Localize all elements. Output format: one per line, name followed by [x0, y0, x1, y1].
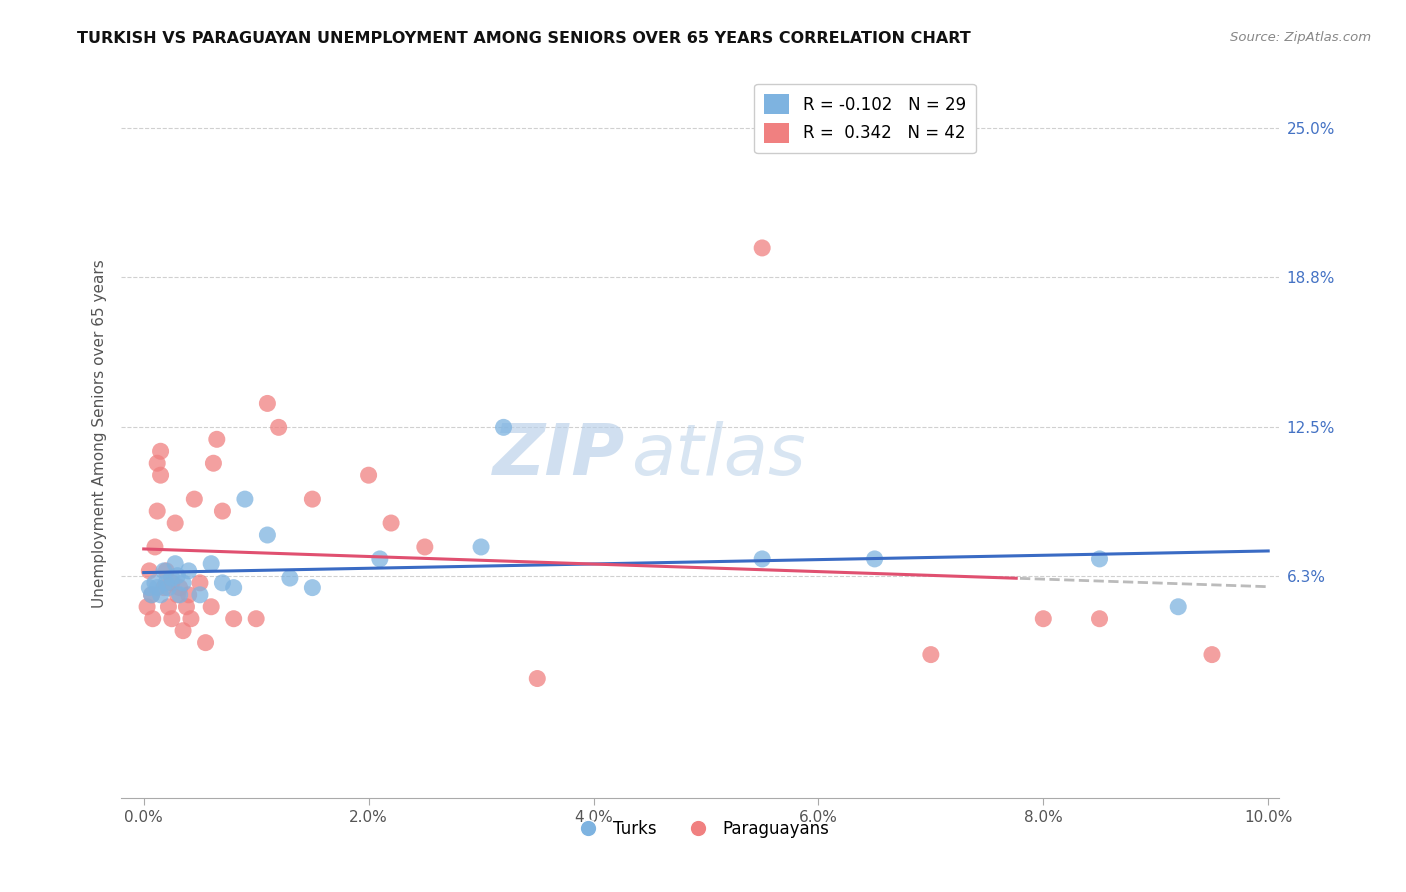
Point	[153, 581, 176, 595]
Point	[136, 599, 159, 614]
Point	[166, 588, 188, 602]
Text: TURKISH VS PARAGUAYAN UNEMPLOYMENT AMONG SENIORS OVER 65 YEARS CORRELATION CHART: TURKISH VS PARAGUAYAN UNEMPLOYMENT AMONG…	[77, 31, 972, 46]
Point	[155, 564, 177, 578]
Point	[222, 612, 245, 626]
Point	[169, 581, 191, 595]
Point	[492, 420, 515, 434]
Point	[146, 456, 169, 470]
Point	[155, 575, 177, 590]
Point	[245, 612, 267, 626]
Point	[205, 433, 228, 447]
Y-axis label: Unemployment Among Seniors over 65 years: Unemployment Among Seniors over 65 years	[93, 259, 107, 607]
Point	[470, 540, 492, 554]
Point	[211, 575, 233, 590]
Point	[256, 528, 278, 542]
Point	[233, 492, 256, 507]
Point	[413, 540, 436, 554]
Point	[222, 581, 245, 595]
Text: ZIP: ZIP	[492, 421, 626, 490]
Point	[165, 557, 187, 571]
Point	[211, 504, 233, 518]
Point	[149, 444, 172, 458]
Point	[157, 581, 180, 595]
Point	[160, 575, 183, 590]
Point	[267, 420, 290, 434]
Point	[202, 456, 225, 470]
Point	[146, 581, 169, 595]
Point	[920, 648, 942, 662]
Point	[166, 568, 188, 582]
Point	[143, 540, 166, 554]
Point	[142, 612, 165, 626]
Text: atlas: atlas	[631, 421, 806, 490]
Point	[1088, 612, 1111, 626]
Point	[256, 396, 278, 410]
Point	[180, 612, 202, 626]
Point	[149, 468, 172, 483]
Point	[751, 241, 773, 255]
Point	[169, 588, 191, 602]
Point	[1201, 648, 1223, 662]
Point	[863, 552, 886, 566]
Point	[188, 575, 211, 590]
Point	[357, 468, 380, 483]
Point	[183, 492, 205, 507]
Point	[157, 599, 180, 614]
Point	[165, 516, 187, 530]
Point	[138, 564, 160, 578]
Point	[160, 612, 183, 626]
Point	[368, 552, 391, 566]
Point	[141, 588, 163, 602]
Point	[188, 588, 211, 602]
Text: Source: ZipAtlas.com: Source: ZipAtlas.com	[1230, 31, 1371, 45]
Point	[1167, 599, 1189, 614]
Point	[141, 588, 163, 602]
Point	[177, 564, 200, 578]
Point	[143, 575, 166, 590]
Point	[301, 492, 323, 507]
Point	[153, 564, 176, 578]
Point	[146, 504, 169, 518]
Point	[172, 575, 194, 590]
Legend: Turks, Paraguayans: Turks, Paraguayans	[564, 814, 837, 845]
Point	[1088, 552, 1111, 566]
Point	[194, 635, 217, 649]
Point	[526, 672, 548, 686]
Point	[278, 571, 301, 585]
Point	[149, 588, 172, 602]
Point	[160, 571, 183, 585]
Point	[200, 599, 222, 614]
Point	[176, 599, 198, 614]
Point	[172, 624, 194, 638]
Point	[301, 581, 323, 595]
Point	[138, 581, 160, 595]
Point	[200, 557, 222, 571]
Point	[751, 552, 773, 566]
Point	[380, 516, 402, 530]
Point	[1032, 612, 1054, 626]
Point	[177, 588, 200, 602]
